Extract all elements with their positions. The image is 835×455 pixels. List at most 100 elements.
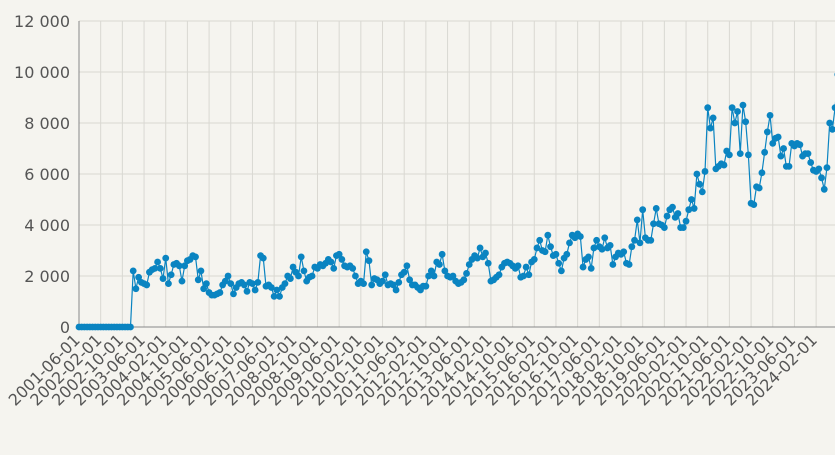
data-point (590, 244, 598, 252)
axes (78, 21, 835, 328)
data-point (731, 119, 739, 127)
data-point (536, 236, 544, 244)
data-point (744, 151, 752, 159)
data-point (620, 248, 628, 256)
data-point (300, 267, 308, 275)
data-point (132, 285, 140, 293)
data-point (297, 253, 305, 261)
data-point (441, 267, 449, 275)
data-point (154, 258, 161, 266)
data-point (465, 261, 473, 268)
y-tick-label: 4 000 (24, 216, 70, 235)
data-point (818, 174, 825, 182)
data-point (804, 150, 812, 158)
data-point (268, 284, 275, 291)
data-point (352, 272, 359, 280)
data-point (197, 267, 205, 275)
data-point (707, 124, 714, 132)
data-point (796, 141, 804, 149)
data-point (636, 239, 644, 247)
data-point (807, 159, 815, 166)
data-point (362, 248, 370, 256)
data-point (159, 275, 167, 282)
data-point (422, 282, 430, 290)
data-point (202, 280, 210, 288)
data-point (566, 239, 573, 247)
data-point (763, 128, 771, 136)
data-point (221, 277, 229, 285)
data-point (427, 267, 435, 275)
data-point (425, 272, 432, 280)
data-point (598, 245, 606, 253)
data-point (693, 170, 701, 178)
data-point (690, 205, 698, 212)
data-point (406, 276, 414, 284)
data-point (403, 262, 411, 270)
data-point (541, 248, 549, 256)
data-point (143, 281, 151, 289)
data-point (151, 264, 159, 272)
data-point (552, 250, 560, 258)
data-point (674, 210, 682, 217)
data-point (327, 258, 335, 266)
data-point (631, 236, 638, 244)
data-point (696, 180, 703, 188)
data-point (639, 206, 647, 214)
y-tick-label: 10 000 (14, 63, 70, 82)
data-point (647, 236, 655, 244)
data-point (739, 101, 747, 109)
data-point (389, 281, 397, 289)
data-point (628, 243, 636, 251)
data-point (338, 256, 346, 263)
data-point (200, 285, 208, 293)
data-point (766, 111, 774, 119)
data-point (162, 254, 170, 262)
data-point (230, 290, 237, 298)
series-layer (75, 72, 835, 331)
data-point (192, 253, 199, 261)
data-point (308, 272, 316, 280)
data-point (669, 203, 676, 211)
y-axis-ticks: 0 2 000 4 000 6 000 8 000 10 000 12 000 (14, 12, 70, 337)
data-point (777, 152, 785, 160)
data-point (785, 162, 793, 170)
y-tick-label: 8 000 (24, 114, 70, 133)
data-point (563, 250, 571, 258)
data-point (249, 280, 256, 288)
data-point (606, 242, 614, 249)
data-point (194, 276, 202, 284)
data-point (755, 184, 763, 192)
data-point (224, 272, 232, 280)
series-line (79, 101, 835, 328)
data-point (720, 161, 728, 169)
data-point (660, 224, 668, 231)
data-point (178, 277, 186, 285)
data-point (273, 286, 281, 294)
data-point (823, 164, 831, 172)
data-point (436, 261, 443, 268)
data-point (289, 263, 297, 271)
data-point (780, 145, 787, 152)
data-point (495, 271, 503, 279)
data-point (460, 276, 468, 284)
data-point (335, 250, 343, 258)
y-tick-label: 2 000 (24, 267, 70, 286)
data-point (688, 196, 695, 203)
data-point (530, 256, 538, 263)
data-point (593, 236, 601, 244)
data-point (576, 233, 584, 240)
data-point (761, 148, 769, 156)
data-point (227, 280, 235, 288)
data-point (259, 254, 267, 262)
data-point (254, 278, 262, 286)
data-point (181, 262, 189, 270)
data-point (533, 244, 541, 252)
data-point (286, 275, 294, 282)
data-point (473, 254, 481, 262)
data-point (400, 268, 408, 276)
data-point (704, 104, 712, 112)
data-point (525, 271, 533, 279)
data-point (633, 216, 641, 224)
data-point (156, 264, 164, 272)
